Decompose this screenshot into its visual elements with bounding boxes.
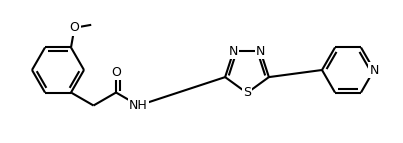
Text: N: N <box>369 63 379 77</box>
Text: O: O <box>70 21 79 34</box>
Text: S: S <box>243 87 251 100</box>
Text: O: O <box>111 66 121 79</box>
Text: N: N <box>229 45 238 58</box>
Text: N: N <box>256 45 265 58</box>
Text: NH: NH <box>129 99 148 112</box>
